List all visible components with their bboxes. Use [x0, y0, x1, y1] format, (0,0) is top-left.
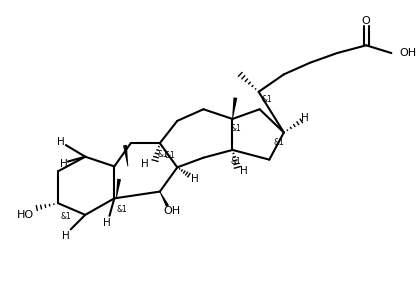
- Text: &1: &1: [230, 157, 241, 166]
- Text: &1: &1: [261, 95, 272, 104]
- Text: H: H: [103, 218, 110, 228]
- Text: H: H: [141, 160, 149, 170]
- Polygon shape: [232, 97, 237, 119]
- Text: H: H: [57, 137, 65, 147]
- Text: &1: &1: [164, 151, 175, 160]
- Text: H: H: [60, 160, 68, 170]
- Text: &1: &1: [157, 150, 168, 159]
- Text: OH: OH: [399, 48, 416, 58]
- Text: &1: &1: [274, 138, 285, 147]
- Text: H: H: [240, 166, 248, 176]
- Text: H: H: [301, 113, 309, 123]
- Polygon shape: [116, 179, 121, 198]
- Text: &1: &1: [230, 124, 241, 133]
- Text: &1: &1: [60, 212, 71, 221]
- Text: HO: HO: [17, 210, 34, 220]
- Text: &1: &1: [116, 205, 127, 215]
- Text: OH: OH: [163, 206, 180, 216]
- Text: H: H: [191, 174, 198, 184]
- Text: H: H: [62, 231, 70, 241]
- Polygon shape: [123, 145, 128, 166]
- Text: O: O: [362, 16, 371, 26]
- Polygon shape: [159, 192, 169, 207]
